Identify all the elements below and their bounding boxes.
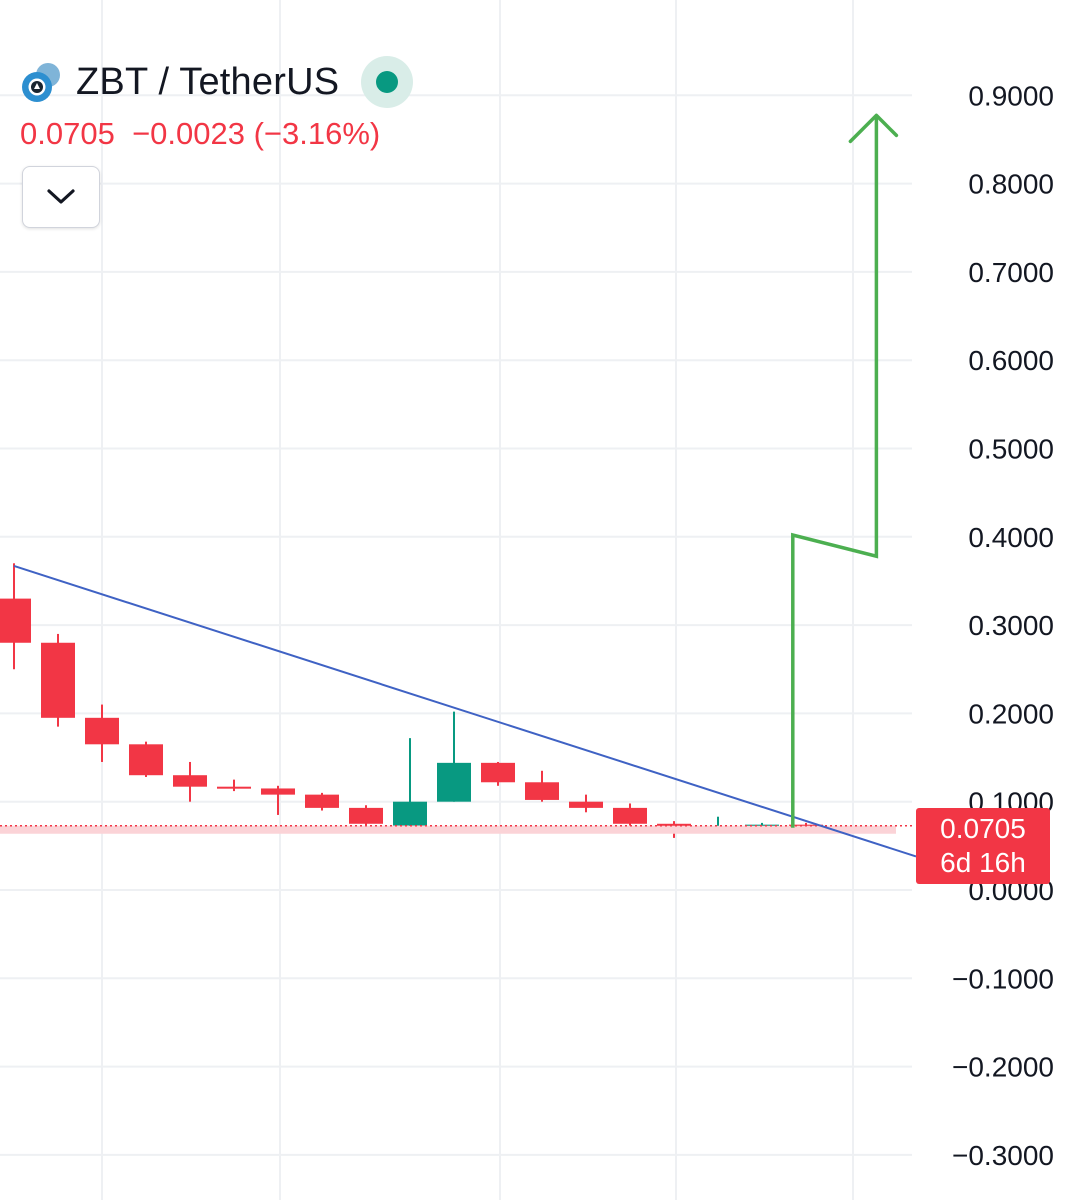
last-price-tag: 0.0705 6d 16h [916,808,1050,884]
chart-grid [0,0,912,1200]
candle-body [173,775,207,787]
candle-body [217,786,251,789]
candle-body [85,717,119,745]
axis-tick-label: 0.9000 [968,80,1054,111]
axis-tick-label: 0.6000 [968,345,1054,376]
market-status-indicator[interactable] [361,56,414,108]
candle-body [481,762,515,783]
last-price-highlight [0,825,896,834]
candle-body [525,782,559,800]
coin-icon [20,59,66,105]
axis-tick-label: 0.8000 [968,169,1054,200]
collapse-legend-button[interactable] [22,166,100,228]
candle-body [437,762,471,802]
chevron-down-icon [47,189,75,204]
drawing-overlays [0,113,917,858]
price-tag-countdown: 6d 16h [940,847,1026,878]
projection-path [791,117,879,828]
candle-body [613,807,647,824]
market-open-dot-icon [376,71,399,93]
candle-body [41,642,75,718]
axis-tick-label: 0.5000 [968,434,1054,465]
projection-arrowhead-icon [848,113,899,144]
candlestick-series [0,563,823,838]
axis-tick-label: −0.1000 [952,963,1054,994]
axis-tick-label: 0.2000 [968,698,1054,729]
price-tag-value: 0.0705 [940,813,1026,844]
axis-tick-label: 0.3000 [968,610,1054,641]
descending-trendline [13,564,917,858]
candle-body [569,801,603,808]
last-price: 0.0705 [20,116,115,151]
candle-body [261,788,295,795]
candle-body [349,807,383,824]
symbol-title[interactable]: ZBT / TetherUS [76,60,340,103]
axis-tick-label: 0.7000 [968,257,1054,288]
candle-body [0,598,31,643]
candle-body [305,794,339,808]
axis-tick-label: 0.4000 [968,522,1054,553]
axis-tick-label: −0.2000 [952,1052,1054,1083]
price-change: −0.0023 (−3.16%) [132,116,381,151]
price-axis: 0.9000 0.8000 0.7000 0.6000 0.5000 0.4000 0.30… [952,80,1054,1171]
candle-body [393,801,427,826]
candle-body [129,744,163,776]
price-quote: 0.0705 −0.0023 (−3.16%) [20,116,380,152]
symbol-header: ZBT / TetherUS [20,56,414,108]
axis-tick-label: −0.3000 [952,1140,1054,1171]
